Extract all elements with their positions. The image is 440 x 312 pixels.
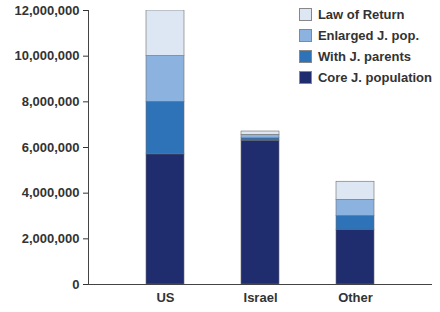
html-text:Law of Return: Law of Return — [317, 7, 405, 22]
html-text:Core J. population: Core J. population — [317, 70, 432, 85]
svg-text:0: 0 — [72, 277, 79, 292]
svg-text:4,000,000: 4,000,000 — [22, 185, 80, 200]
svg-text:US: US — [156, 290, 174, 305]
svg-text:8,000,000: 8,000,000 — [22, 94, 80, 109]
svg-text:2,000,000: 2,000,000 — [22, 231, 80, 246]
html-text:Enlarged J. pop.: Enlarged J. pop. — [317, 28, 419, 43]
svg-text:6,000,000: 6,000,000 — [22, 140, 80, 155]
svg-text:Israel: Israel — [244, 290, 278, 305]
html-text:With J. parents: With J. parents — [317, 49, 411, 64]
svg-text:12,000,000: 12,000,000 — [14, 3, 79, 18]
svg-text:10,000,000: 10,000,000 — [14, 48, 79, 63]
svg-text:Other: Other — [338, 290, 373, 305]
